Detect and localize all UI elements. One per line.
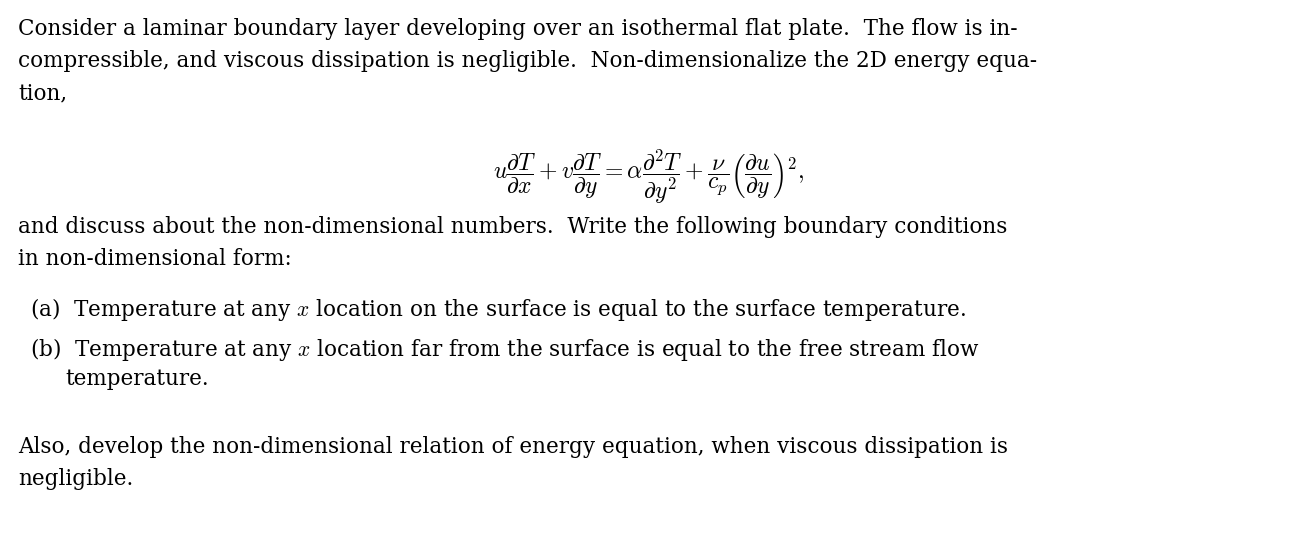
Text: negligible.: negligible. <box>18 468 134 490</box>
Text: $u\dfrac{\partial T}{\partial x} + v\dfrac{\partial T}{\partial y} = \alpha\dfra: $u\dfrac{\partial T}{\partial x} + v\dfr… <box>493 148 805 207</box>
Text: Consider a laminar boundary layer developing over an isothermal flat plate.  The: Consider a laminar boundary layer develo… <box>18 18 1018 40</box>
Text: in non-dimensional form:: in non-dimensional form: <box>18 248 292 270</box>
Text: Also, develop the non-dimensional relation of energy equation, when viscous diss: Also, develop the non-dimensional relati… <box>18 436 1009 458</box>
Text: and discuss about the non-dimensional numbers.  Write the following boundary con: and discuss about the non-dimensional nu… <box>18 216 1007 238</box>
Text: (b)  Temperature at any $x$ location far from the surface is equal to the free s: (b) Temperature at any $x$ location far … <box>30 336 980 363</box>
Text: tion,: tion, <box>18 82 67 104</box>
Text: compressible, and viscous dissipation is negligible.  Non-dimensionalize the 2D : compressible, and viscous dissipation is… <box>18 50 1037 72</box>
Text: temperature.: temperature. <box>65 368 209 390</box>
Text: (a)  Temperature at any $x$ location on the surface is equal to the surface temp: (a) Temperature at any $x$ location on t… <box>30 296 966 323</box>
